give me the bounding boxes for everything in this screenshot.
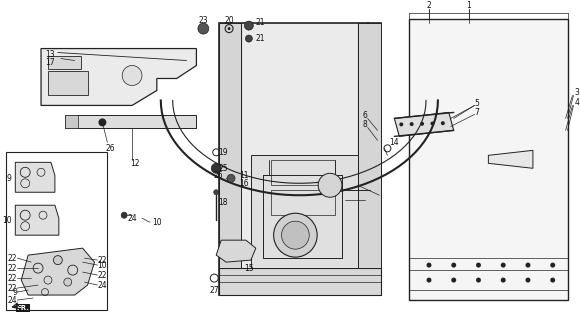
Text: 24: 24 [8, 296, 17, 305]
Circle shape [550, 263, 555, 268]
Polygon shape [219, 23, 382, 295]
Circle shape [211, 163, 221, 173]
Text: 9: 9 [6, 174, 12, 183]
Circle shape [525, 277, 531, 283]
Circle shape [399, 123, 403, 126]
Circle shape [476, 277, 481, 283]
Polygon shape [394, 112, 454, 136]
Text: 9: 9 [12, 288, 17, 297]
Text: 19: 19 [218, 148, 228, 157]
Polygon shape [21, 248, 95, 295]
Text: 4: 4 [574, 98, 579, 107]
Text: 24: 24 [97, 281, 107, 290]
Text: 7: 7 [474, 108, 479, 117]
Circle shape [409, 122, 414, 126]
Circle shape [53, 256, 62, 265]
Text: 8: 8 [363, 120, 368, 129]
Polygon shape [48, 56, 81, 68]
Text: 21: 21 [256, 18, 265, 27]
Polygon shape [15, 205, 59, 235]
Text: 14: 14 [390, 138, 399, 147]
Text: 5: 5 [474, 99, 479, 108]
Polygon shape [65, 116, 78, 128]
Text: 27: 27 [209, 285, 219, 295]
Circle shape [476, 263, 481, 268]
Text: 6: 6 [362, 111, 368, 120]
Text: 22: 22 [8, 284, 17, 292]
Polygon shape [41, 49, 197, 105]
Polygon shape [219, 268, 382, 295]
Circle shape [550, 277, 555, 283]
Circle shape [426, 277, 432, 283]
Polygon shape [488, 150, 533, 168]
Text: 20: 20 [224, 16, 234, 25]
Text: 12: 12 [130, 159, 140, 168]
Text: 22: 22 [97, 271, 107, 280]
Text: 22: 22 [97, 256, 107, 265]
Circle shape [318, 173, 342, 197]
Text: 10: 10 [152, 218, 162, 227]
Circle shape [198, 23, 209, 34]
Text: 26: 26 [106, 144, 115, 153]
Polygon shape [219, 23, 241, 268]
Polygon shape [251, 155, 358, 268]
Circle shape [214, 190, 219, 195]
Polygon shape [48, 70, 88, 95]
Text: 21: 21 [256, 34, 265, 43]
Text: 13: 13 [45, 50, 55, 59]
Polygon shape [6, 152, 107, 310]
Polygon shape [409, 19, 568, 300]
Circle shape [227, 27, 231, 30]
Circle shape [441, 121, 445, 125]
Polygon shape [15, 162, 55, 192]
Circle shape [245, 35, 252, 42]
Text: 22: 22 [8, 254, 17, 263]
Text: 15: 15 [244, 264, 253, 273]
Circle shape [64, 278, 72, 286]
Text: 3: 3 [574, 88, 579, 97]
Circle shape [420, 122, 424, 126]
Circle shape [122, 66, 142, 85]
Circle shape [426, 263, 432, 268]
Text: 26: 26 [213, 171, 223, 180]
Circle shape [430, 122, 434, 125]
Text: 2: 2 [427, 1, 432, 10]
Text: 22: 22 [8, 274, 17, 283]
Text: 23: 23 [198, 16, 208, 25]
Text: 10: 10 [97, 260, 107, 270]
Polygon shape [65, 116, 197, 128]
Text: 24: 24 [127, 214, 137, 223]
Circle shape [227, 174, 235, 182]
Circle shape [525, 263, 531, 268]
Text: 10: 10 [2, 216, 12, 225]
Circle shape [501, 263, 506, 268]
Text: 11: 11 [239, 171, 248, 180]
Circle shape [281, 221, 309, 249]
Text: 18: 18 [219, 198, 228, 207]
Text: 16: 16 [239, 179, 249, 188]
Text: 1: 1 [466, 1, 471, 10]
Circle shape [244, 21, 253, 30]
Circle shape [274, 213, 317, 257]
Text: 22: 22 [8, 264, 17, 273]
Polygon shape [216, 240, 256, 262]
Polygon shape [358, 23, 382, 268]
Circle shape [121, 212, 127, 218]
Text: FR.: FR. [17, 305, 30, 311]
Circle shape [451, 263, 456, 268]
Circle shape [451, 277, 456, 283]
Circle shape [501, 277, 506, 283]
Text: 17: 17 [45, 58, 55, 67]
Circle shape [99, 118, 106, 126]
Text: 25: 25 [218, 164, 228, 173]
